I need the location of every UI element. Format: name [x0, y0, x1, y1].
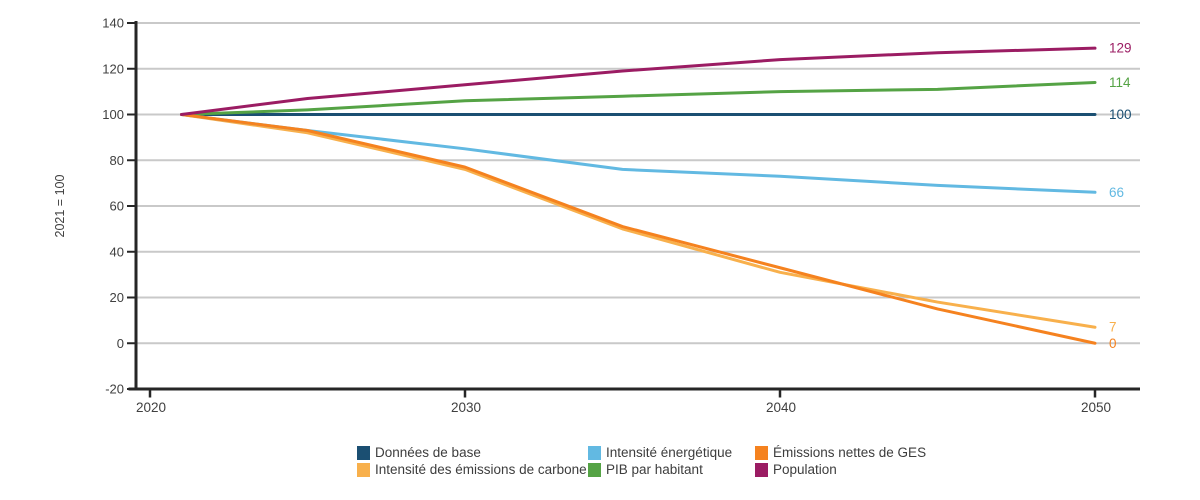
- legend-label: Intensité énergétique: [606, 445, 733, 460]
- series-line-population: [180, 46, 1097, 116]
- series-end-label: 7: [1109, 320, 1117, 335]
- legend-item--missions-nettes-de-ges: Émissions nettes de GES: [755, 445, 926, 461]
- series-line-intensit-nerg-tique: [180, 113, 1097, 194]
- legend-item-intensit-nerg-tique: Intensité énergétique: [588, 445, 755, 461]
- series-line-pib-par-habitant: [180, 80, 1097, 116]
- x-tick-label: 2030: [451, 400, 481, 415]
- series-line--missions-nettes-de-ges: [180, 113, 1097, 345]
- legend-item-population: Population: [755, 462, 926, 478]
- x-tick-label: 2050: [1081, 400, 1111, 415]
- legend-swatch: [357, 446, 370, 460]
- legend-label: PIB par habitant: [606, 462, 703, 477]
- y-tick-label: 120: [102, 61, 124, 76]
- legend-swatch: [588, 446, 601, 460]
- legend-label: Population: [773, 462, 837, 477]
- series-end-label: 129: [1109, 41, 1132, 56]
- y-tick-label: 0: [117, 336, 124, 351]
- series-end-label: 66: [1109, 185, 1124, 200]
- legend-label: Émissions nettes de GES: [773, 445, 927, 460]
- legend-item-intensit-des-missions-de-carbone: Intensité des émissions de carbone: [357, 462, 588, 478]
- y-axis-title: 2021 = 100: [53, 175, 67, 238]
- series-end-label: 0: [1109, 336, 1117, 351]
- y-tick-label: 60: [110, 199, 124, 214]
- series-line-intensit-des-missions-de-carbone: [180, 113, 1097, 329]
- y-tick-label: 20: [110, 290, 124, 305]
- x-tick-label: 2020: [136, 400, 166, 415]
- y-tick-label: 40: [110, 244, 124, 259]
- x-tick-label: 2040: [766, 400, 796, 415]
- legend-swatch: [755, 446, 768, 460]
- series-end-label: 100: [1109, 107, 1132, 122]
- legend-label: Données de base: [375, 445, 481, 460]
- chart-legend: Données de base Intensité énergétique Émis…: [357, 445, 926, 478]
- legend-swatch: [755, 463, 768, 477]
- legend-label: Intensité des émissions de carbone: [375, 462, 587, 477]
- y-tick-label: 140: [102, 16, 124, 31]
- y-tick-label: -20: [105, 382, 124, 397]
- y-tick-label: 80: [110, 153, 124, 168]
- y-tick-label: 100: [102, 107, 124, 122]
- legend-item-donn-es-de-base: Données de base: [357, 445, 588, 461]
- series-end-label: 114: [1109, 75, 1131, 90]
- legend-item-pib-par-habitant: PIB par habitant: [588, 462, 755, 478]
- legend-swatch: [357, 463, 370, 477]
- legend-swatch: [588, 463, 601, 477]
